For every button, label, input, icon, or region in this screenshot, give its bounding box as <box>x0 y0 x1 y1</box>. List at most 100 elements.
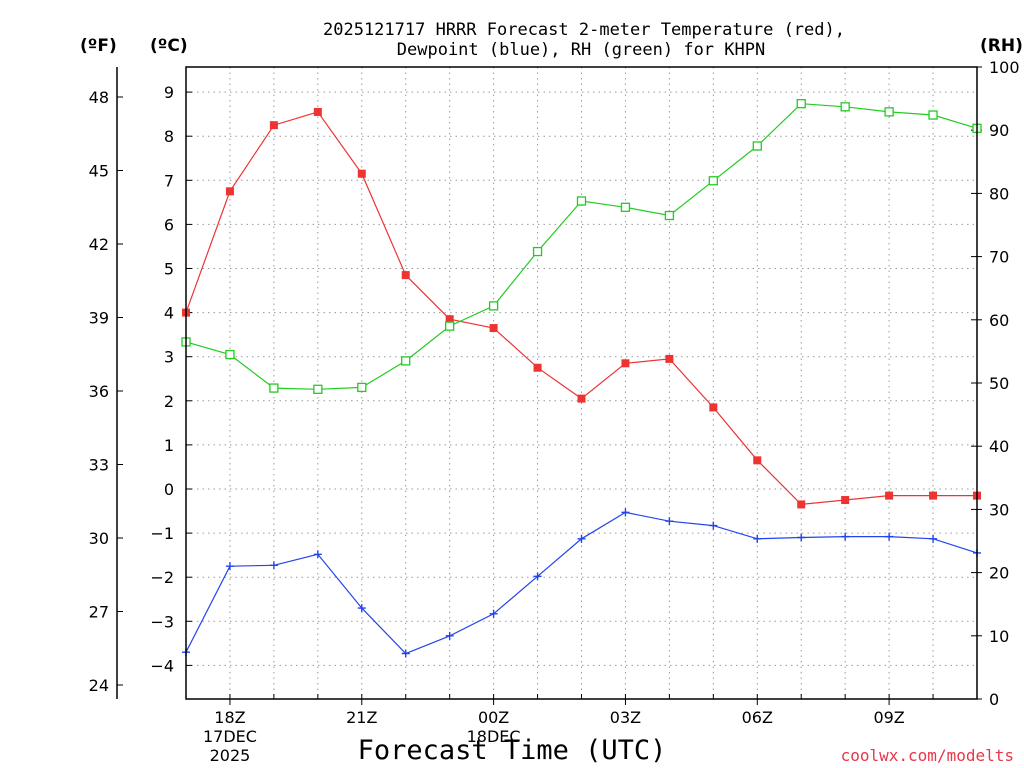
chart-title-line-1: 2025121717 HRRR Forecast 2-meter Tempera… <box>323 20 845 40</box>
rh-line <box>185 103 978 390</box>
rh-tick-label: 80 <box>989 184 1009 203</box>
celsius-tick-label: 5 <box>164 260 174 279</box>
rh-point <box>445 321 455 331</box>
fahrenheit-tick-label: 33 <box>89 456 109 475</box>
rh-tick-label: 30 <box>989 500 1009 519</box>
rh-point <box>313 384 323 394</box>
rh-point <box>752 141 762 151</box>
credit-link[interactable]: coolwx.com/modelts <box>841 746 1014 765</box>
rh-tick-label: 10 <box>989 627 1009 646</box>
fahrenheit-tick-label: 39 <box>89 309 109 328</box>
celsius-tick-label: 3 <box>164 348 174 367</box>
rh-tick-label: 50 <box>989 374 1009 393</box>
temperature-point <box>665 354 674 363</box>
dewpoint-point <box>401 649 410 658</box>
dewpoint-point <box>357 604 366 613</box>
temperature-point <box>929 491 938 500</box>
dewpoint-point <box>445 631 454 640</box>
celsius-tick-label: −2 <box>150 568 174 587</box>
rh-point <box>532 246 543 257</box>
celsius-tick-label: 2 <box>164 392 174 411</box>
dewpoint-point <box>269 561 278 570</box>
rh-point <box>269 383 279 393</box>
dewpoint-point <box>797 533 806 542</box>
celsius-tick-label: −1 <box>150 524 174 543</box>
time-tick-label: 17DEC <box>203 727 257 746</box>
fahrenheit-axis: 48 45 42 39 36 33 30 27 24 <box>89 67 123 699</box>
rh-point <box>620 202 631 212</box>
fahrenheit-tick-label: 27 <box>89 603 109 622</box>
time-tick-label: 06Z <box>742 708 773 727</box>
time-tick-label: 18Z <box>214 708 245 727</box>
rh-tick-label: 0 <box>989 690 999 709</box>
dewpoint-point <box>929 534 938 543</box>
temperature-point <box>885 491 894 500</box>
dewpoint-point <box>665 517 674 526</box>
fahrenheit-tick-label: 42 <box>89 235 109 254</box>
dewpoint-point <box>533 572 542 581</box>
x-axis-title: Forecast Time (UTC) <box>358 735 667 766</box>
chart-title-line-2: Dewpoint (blue), RH (green) for KHPN <box>397 40 765 60</box>
rh-point <box>884 107 894 117</box>
rh-tick-label: 70 <box>989 248 1009 267</box>
celsius-unit-label: (ºC) <box>150 36 188 56</box>
celsius-tick-label: 9 <box>164 83 174 102</box>
plot-frame <box>185 66 978 700</box>
rh-tick-label: 60 <box>989 311 1009 330</box>
rh-unit-label: (RH) <box>980 36 1023 56</box>
temperature-point <box>357 169 366 178</box>
temperature-point <box>841 496 850 505</box>
celsius-tick-label: −4 <box>150 656 174 675</box>
dewpoint-point <box>225 562 234 571</box>
rh-point <box>401 356 411 366</box>
series-layer <box>181 99 982 658</box>
rh-tick-label: 100 <box>989 58 1020 77</box>
rh-tick-label: 90 <box>989 121 1009 140</box>
dewpoint-point <box>621 508 630 517</box>
time-tick-label: 09Z <box>873 708 904 727</box>
temperature-line <box>185 111 977 506</box>
fahrenheit-tick-label: 48 <box>89 88 109 107</box>
fahrenheit-tick-label: 45 <box>89 162 109 181</box>
dewpoint-point <box>489 609 498 618</box>
rh-tick-label: 40 <box>989 437 1009 456</box>
temperature-point <box>577 394 586 403</box>
rh-tick-label: 20 <box>989 564 1009 583</box>
dewpoint-point <box>577 534 586 543</box>
time-tick-label: 00Z <box>478 708 509 727</box>
celsius-tick-label: −3 <box>150 612 174 631</box>
time-tick-label: 21Z <box>346 708 377 727</box>
celsius-tick-label: 0 <box>164 480 174 499</box>
rh-point <box>576 196 587 206</box>
dewpoint-point <box>709 521 718 530</box>
celsius-tick-label: 7 <box>164 171 174 190</box>
rh-point <box>840 102 850 112</box>
dewpoint-point <box>753 534 762 543</box>
celsius-tick-label: 6 <box>164 215 174 234</box>
rh-point <box>225 349 235 360</box>
temperature-point <box>269 121 278 130</box>
time-tick-label: 2025 <box>210 746 251 765</box>
celsius-tick-label: 4 <box>164 304 174 323</box>
dewpoint-point <box>841 532 850 541</box>
rh-point <box>488 301 499 311</box>
fahrenheit-unit-label: (ºF) <box>80 36 117 56</box>
rh-point <box>664 210 675 221</box>
temperature-point <box>225 187 234 196</box>
temperature-point <box>533 363 542 372</box>
temperature-point <box>753 456 762 465</box>
celsius-tick-label: 8 <box>164 127 174 146</box>
rh-point <box>708 176 718 186</box>
temperature-point <box>797 500 806 509</box>
rh-point <box>357 382 367 393</box>
fahrenheit-tick-label: 36 <box>89 382 109 401</box>
dewpoint-point <box>313 550 322 559</box>
celsius-tick-label: 1 <box>164 436 174 455</box>
temperature-point <box>401 271 410 280</box>
temperature-point <box>489 324 498 333</box>
temperature-point <box>445 315 454 324</box>
fahrenheit-tick-label: 24 <box>89 676 109 695</box>
time-tick-label: 18DEC <box>467 727 521 746</box>
rh-point <box>796 99 806 109</box>
